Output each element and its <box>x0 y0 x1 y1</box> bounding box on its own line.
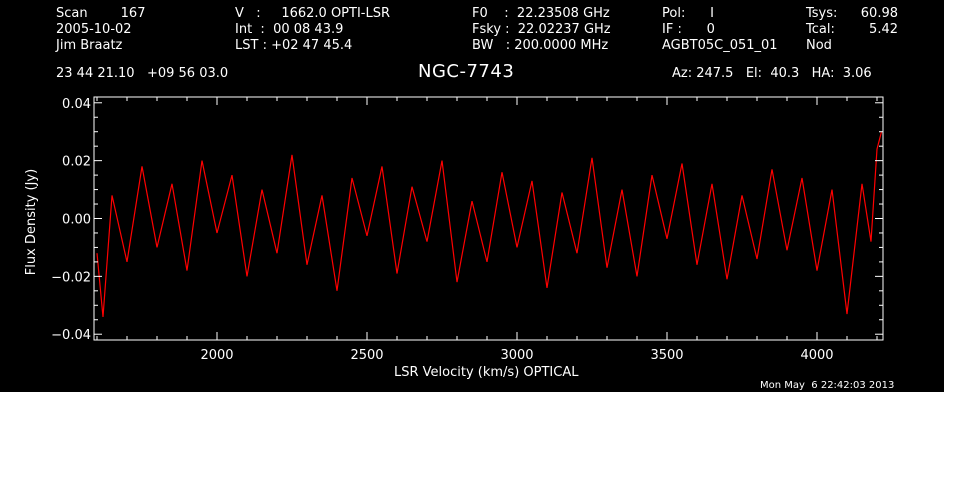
source-title: NGC-7743 <box>418 61 515 82</box>
x-tick-label-2: 3000 <box>500 348 533 363</box>
pol-label: Pol: I <box>662 6 714 21</box>
if-label: IF : 0 <box>662 22 715 37</box>
tsys-label: Tsys: <box>806 6 838 21</box>
lst-label: LST : +02 47 45.4 <box>235 38 353 53</box>
coordinates-label: 23 44 21.10 +09 56 03.0 <box>56 66 229 81</box>
velocity-label: V : 1662.0 OPTI-LSR <box>235 6 391 21</box>
plot-frame <box>93 96 884 341</box>
fsky-label: Fsky : 22.02237 GHz <box>472 22 611 37</box>
f0-label: F0 : 22.23508 GHz <box>472 6 610 21</box>
timestamp-label: Mon May 6 22:42:03 2013 <box>760 380 895 391</box>
x-tick-label-1: 2500 <box>350 348 383 363</box>
x-tick-label-3: 3500 <box>650 348 683 363</box>
project-label: AGBT05C_051_01 <box>662 38 778 53</box>
y-tick-label-1: 0.02 <box>62 155 91 170</box>
bandwidth-label: BW : 200.0000 MHz <box>472 38 609 53</box>
x-axis-label: LSR Velocity (km/s) OPTICAL <box>394 365 579 380</box>
tsys-value: 60.98 <box>860 6 898 21</box>
tcal-value: 5.42 <box>869 22 898 37</box>
nod-label: Nod <box>806 38 832 53</box>
x-tick-label-0: 2000 <box>200 348 233 363</box>
observer-label: Jim Braatz <box>56 38 123 53</box>
y-tick-label-4: −0.04 <box>51 328 91 343</box>
integration-label: Int : 00 08 43.9 <box>235 22 344 37</box>
az-el-ha-label: Az: 247.5 El: 40.3 HA: 3.06 <box>672 66 872 81</box>
y-tick-label-0: 0.04 <box>62 97 91 112</box>
plot-panel <box>0 0 944 392</box>
scan-label: Scan 167 <box>56 6 146 21</box>
y-tick-label-2: 0.00 <box>62 213 91 228</box>
x-tick-label-4: 4000 <box>800 348 833 363</box>
series-line-0 <box>96 131 883 317</box>
y-tick-label-3: −0.02 <box>51 270 91 285</box>
date-label: 2005-10-02 <box>56 22 132 37</box>
tcal-label: Tcal: <box>806 22 835 37</box>
